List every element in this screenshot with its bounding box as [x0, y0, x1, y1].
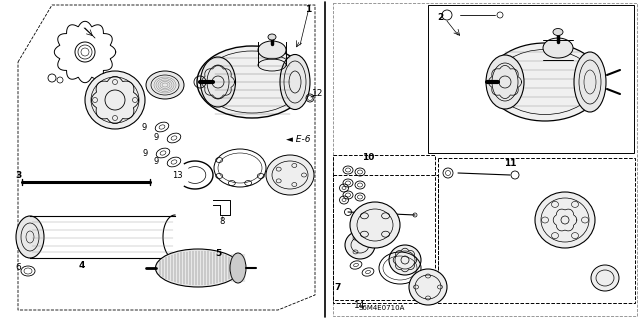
Ellipse shape — [345, 231, 375, 259]
Ellipse shape — [543, 38, 573, 58]
Text: 12: 12 — [312, 88, 324, 98]
Text: 1: 1 — [305, 4, 311, 13]
Ellipse shape — [553, 28, 563, 35]
Text: 9: 9 — [141, 122, 147, 131]
Ellipse shape — [266, 155, 314, 195]
Text: 10: 10 — [362, 153, 374, 162]
Text: 3: 3 — [15, 170, 21, 180]
Ellipse shape — [409, 269, 447, 305]
Ellipse shape — [16, 216, 44, 258]
Text: 2: 2 — [437, 13, 443, 23]
Text: 11: 11 — [504, 159, 516, 167]
Text: 8: 8 — [220, 218, 225, 226]
Ellipse shape — [535, 192, 595, 248]
Text: S6M4E0710A: S6M4E0710A — [359, 305, 405, 311]
Ellipse shape — [591, 265, 619, 291]
Text: 5: 5 — [215, 249, 221, 258]
Ellipse shape — [350, 202, 400, 248]
Text: 9: 9 — [154, 133, 159, 143]
Bar — [428, 5, 634, 153]
Ellipse shape — [280, 55, 310, 109]
Ellipse shape — [85, 71, 145, 129]
Bar — [333, 175, 438, 300]
Text: 7: 7 — [335, 284, 341, 293]
Ellipse shape — [486, 55, 524, 109]
Text: 14: 14 — [355, 300, 365, 309]
Bar — [333, 3, 637, 316]
Ellipse shape — [258, 41, 286, 59]
Ellipse shape — [156, 249, 241, 287]
Bar — [438, 158, 635, 303]
Ellipse shape — [200, 57, 236, 107]
Text: ◄ E-6: ◄ E-6 — [286, 135, 310, 144]
Ellipse shape — [488, 43, 602, 121]
Ellipse shape — [268, 34, 276, 40]
Text: 9: 9 — [154, 158, 159, 167]
Text: 6: 6 — [15, 263, 21, 272]
Ellipse shape — [230, 253, 246, 283]
Text: 13: 13 — [172, 170, 182, 180]
Bar — [333, 155, 435, 303]
Ellipse shape — [389, 245, 421, 275]
Text: 4: 4 — [79, 261, 85, 270]
Ellipse shape — [197, 46, 307, 118]
Text: 9: 9 — [142, 149, 148, 158]
Ellipse shape — [146, 71, 184, 99]
Ellipse shape — [574, 52, 606, 112]
